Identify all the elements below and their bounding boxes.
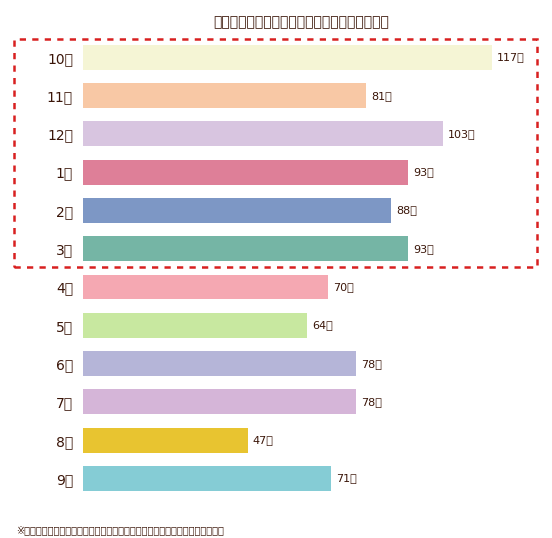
Bar bbox=[83, 466, 331, 491]
Bar bbox=[83, 313, 307, 338]
Title: 【直近では何月に給湯器交換をしましたか？】: 【直近では何月に給湯器交換をしましたか？】 bbox=[214, 15, 390, 29]
Bar bbox=[83, 236, 408, 261]
Text: 93件: 93件 bbox=[413, 167, 434, 177]
Bar bbox=[83, 160, 408, 185]
Bar bbox=[83, 83, 367, 108]
Bar bbox=[83, 274, 328, 300]
Bar bbox=[83, 428, 247, 452]
Text: 117件: 117件 bbox=[497, 52, 525, 62]
Text: 78件: 78件 bbox=[361, 397, 382, 407]
Text: 81件: 81件 bbox=[371, 90, 392, 101]
Bar bbox=[83, 122, 443, 146]
Text: 71件: 71件 bbox=[337, 473, 357, 484]
Bar bbox=[83, 390, 356, 414]
Bar bbox=[83, 198, 391, 223]
Text: 64件: 64件 bbox=[312, 320, 333, 330]
Text: 70件: 70件 bbox=[333, 282, 354, 292]
Text: ※このグラフは「覚えていない／分からない」と回答した方を除いたものです: ※このグラフは「覚えていない／分からない」と回答した方を除いたものです bbox=[17, 525, 225, 535]
Text: 78件: 78件 bbox=[361, 359, 382, 369]
Text: 103件: 103件 bbox=[448, 129, 476, 139]
Text: 93件: 93件 bbox=[413, 244, 434, 254]
Bar bbox=[83, 351, 356, 376]
Text: 47件: 47件 bbox=[253, 435, 274, 445]
Text: 88件: 88件 bbox=[396, 206, 417, 216]
Bar bbox=[83, 45, 492, 70]
